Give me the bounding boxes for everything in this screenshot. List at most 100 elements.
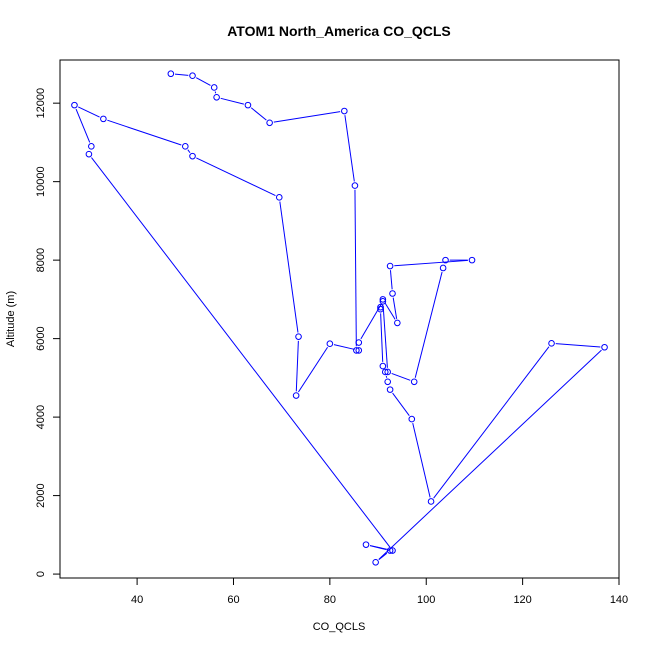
- x-tick-label: 140: [610, 594, 628, 606]
- data-point: [362, 541, 370, 548]
- series-segment: [354, 189, 357, 347]
- series-segment: [392, 392, 410, 416]
- series-segment: [391, 372, 411, 381]
- series-segment: [414, 271, 443, 378]
- data-point: [408, 415, 416, 423]
- series-segment: [273, 111, 341, 123]
- data-point: [100, 115, 107, 123]
- data-point: [389, 547, 396, 554]
- data-point: [189, 152, 196, 160]
- data-point: [379, 296, 387, 303]
- series-segment: [195, 77, 211, 86]
- data-point: [372, 559, 379, 566]
- x-tick-label: 80: [324, 594, 336, 606]
- data-point: [410, 378, 418, 386]
- data-point: [353, 347, 360, 354]
- series-segment: [378, 349, 602, 560]
- data-point: [394, 319, 401, 327]
- y-tick-label: 8000: [35, 248, 47, 272]
- series-segment: [174, 73, 189, 76]
- data-point: [386, 262, 394, 270]
- series-segment: [369, 545, 389, 551]
- data-point: [275, 194, 283, 201]
- x-tick-label: 60: [227, 594, 239, 606]
- data-point: [384, 378, 391, 386]
- data-point: [601, 343, 608, 351]
- data-point: [379, 362, 387, 370]
- y-tick-label: 10000: [35, 166, 47, 197]
- series-layer: [71, 70, 608, 566]
- series-segment: [75, 108, 91, 143]
- series-segment: [392, 297, 398, 319]
- data-point: [381, 368, 389, 376]
- x-axis-label: CO_QCLS: [313, 621, 366, 633]
- series-segment: [250, 107, 267, 121]
- data-point: [71, 101, 78, 109]
- data-point: [377, 303, 384, 311]
- series-segment: [384, 302, 396, 320]
- series-segment: [412, 423, 431, 498]
- chart-title: ATOM1 North_America CO_QCLS: [227, 23, 451, 39]
- series-segment: [220, 97, 244, 105]
- data-point: [355, 347, 363, 354]
- series-segment: [107, 119, 182, 146]
- y-axis: 0 2000 4000 6000 8000 10000 12000: [35, 88, 61, 577]
- y-tick-label: 12000: [35, 88, 47, 119]
- series-segment: [433, 346, 550, 499]
- y-tick-label: 2000: [35, 483, 47, 507]
- data-point: [85, 150, 93, 158]
- x-axis: 40 60 80 100 120 140: [131, 577, 628, 606]
- series-segment: [380, 313, 384, 362]
- data-point: [88, 143, 95, 150]
- data-point: [292, 392, 300, 399]
- data-point: [386, 386, 394, 393]
- data-point: [355, 339, 363, 346]
- series-segment: [295, 340, 299, 392]
- plot-frame: [59, 59, 620, 579]
- series-segment: [298, 346, 328, 393]
- data-point: [295, 333, 302, 340]
- series-segment: [333, 344, 355, 350]
- data-point: [181, 143, 189, 150]
- x-tick-label: 40: [131, 594, 143, 606]
- data-point: [386, 547, 394, 554]
- data-point: [384, 368, 391, 376]
- data-point: [548, 340, 555, 347]
- data-point: [379, 298, 387, 305]
- series-segment: [279, 201, 299, 333]
- x-tick-label: 120: [513, 594, 531, 606]
- series-segment: [187, 149, 191, 154]
- y-tick-label: 0: [35, 571, 47, 577]
- series-segment: [389, 270, 393, 290]
- data-point: [167, 70, 175, 78]
- data-point: [213, 93, 220, 101]
- series-segment: [344, 115, 355, 182]
- data-point: [244, 101, 252, 109]
- data-point: [210, 84, 218, 91]
- data-point: [389, 290, 396, 297]
- series-segment: [78, 106, 100, 118]
- data-point: [326, 340, 334, 348]
- data-point: [189, 72, 196, 79]
- y-tick-label: 4000: [35, 405, 47, 429]
- data-point: [341, 107, 348, 115]
- series-segment: [382, 305, 388, 368]
- series-segment: [394, 259, 468, 267]
- x-tick-label: 100: [417, 594, 435, 606]
- series-segment: [91, 157, 391, 548]
- data-point: [427, 498, 435, 505]
- series-segment: [360, 304, 382, 340]
- data-point: [442, 256, 449, 264]
- series-segment: [378, 552, 388, 561]
- data-point: [468, 256, 476, 264]
- series-segment: [555, 343, 601, 348]
- series-segment: [196, 157, 276, 196]
- data-point: [377, 305, 384, 313]
- data-point: [439, 264, 447, 272]
- y-tick-label: 6000: [35, 326, 47, 350]
- y-axis-label: Altitude (m): [5, 291, 17, 347]
- data-point: [266, 119, 273, 127]
- data-point: [351, 182, 359, 189]
